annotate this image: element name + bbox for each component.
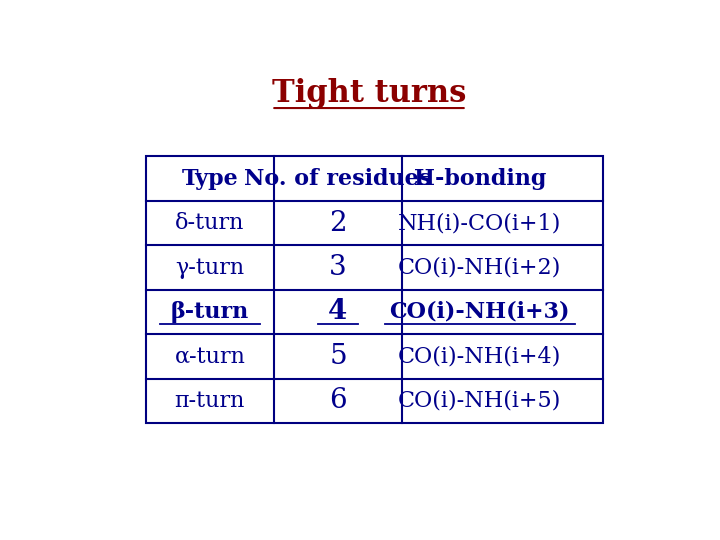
Text: 2: 2 [329, 210, 347, 237]
Text: γ-turn: γ-turn [175, 256, 244, 279]
Text: Tight turns: Tight turns [272, 78, 466, 110]
Text: 4: 4 [328, 299, 348, 326]
Text: π-turn: π-turn [175, 390, 245, 412]
Text: 6: 6 [329, 388, 347, 415]
Text: No. of residues: No. of residues [244, 167, 431, 190]
Text: Type: Type [181, 167, 238, 190]
Text: CO(i)-NH(i+4): CO(i)-NH(i+4) [398, 346, 562, 368]
Text: 3: 3 [329, 254, 347, 281]
Text: δ-turn: δ-turn [175, 212, 245, 234]
Text: CO(i)-NH(i+2): CO(i)-NH(i+2) [398, 256, 562, 279]
Text: 5: 5 [329, 343, 347, 370]
Text: CO(i)-NH(i+3): CO(i)-NH(i+3) [390, 301, 570, 323]
Text: H-bonding: H-bonding [413, 167, 546, 190]
Text: β-turn: β-turn [171, 301, 249, 323]
Text: NH(i)-CO(i+1): NH(i)-CO(i+1) [398, 212, 562, 234]
Text: α-turn: α-turn [174, 346, 246, 368]
Text: CO(i)-NH(i+5): CO(i)-NH(i+5) [398, 390, 562, 412]
